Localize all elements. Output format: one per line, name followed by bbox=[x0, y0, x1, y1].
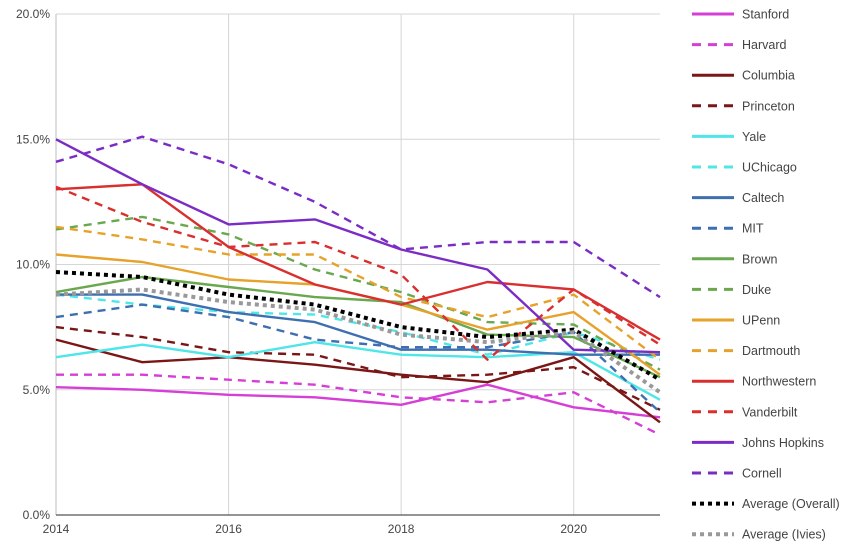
series-line-mit bbox=[55, 303, 661, 414]
x-tick-label: 2020 bbox=[560, 522, 587, 536]
legend-item-mit: MIT bbox=[692, 222, 764, 236]
series-line-northwestern bbox=[55, 183, 661, 341]
legend-label: UChicago bbox=[742, 161, 797, 175]
legend-item-caltech: Caltech bbox=[692, 191, 784, 205]
series-line-harvard bbox=[56, 373, 661, 436]
legend-item-brown: Brown bbox=[692, 252, 777, 266]
legend-item-johns-hopkins: Johns Hopkins bbox=[692, 436, 824, 450]
series-line-duke bbox=[55, 215, 661, 371]
legend-label: Columbia bbox=[742, 69, 795, 83]
legend-label: Johns Hopkins bbox=[742, 436, 824, 450]
y-tick-label: 10.0% bbox=[16, 258, 50, 272]
y-tick-label: 0.0% bbox=[23, 508, 51, 522]
series-line-johns-hopkins bbox=[55, 138, 661, 354]
legend-item-yale: Yale bbox=[692, 130, 766, 144]
series-line-princeton bbox=[55, 325, 661, 411]
legend-label: Duke bbox=[742, 283, 771, 297]
legend-item-princeton: Princeton bbox=[692, 99, 795, 113]
legend-item-upenn: UPenn bbox=[692, 314, 780, 328]
legend-item-harvard: Harvard bbox=[692, 38, 787, 52]
legend-label: Brown bbox=[742, 252, 777, 266]
series-line-dartmouth bbox=[55, 225, 661, 361]
y-tick-label: 15.0% bbox=[16, 132, 50, 146]
legend-item-dartmouth: Dartmouth bbox=[692, 344, 800, 358]
legend-item-uchicago: UChicago bbox=[692, 161, 797, 175]
legend-label: Vanderbilt bbox=[742, 405, 798, 419]
legend-label: Princeton bbox=[742, 99, 795, 113]
series-line-cornell bbox=[55, 135, 661, 299]
legend-label: Cornell bbox=[742, 467, 782, 481]
legend-label: UPenn bbox=[742, 314, 780, 328]
legend-item-columbia: Columbia bbox=[692, 69, 795, 83]
series-line-vanderbilt bbox=[55, 185, 661, 361]
legend-label: MIT bbox=[742, 222, 764, 236]
legend-item-northwestern: Northwestern bbox=[692, 375, 816, 389]
legend-item-cornell: Cornell bbox=[692, 467, 782, 481]
legend-label: Average (Ivies) bbox=[742, 528, 826, 542]
y-tick-label: 20.0% bbox=[16, 7, 50, 21]
x-tick-label: 2016 bbox=[215, 522, 242, 536]
series-line-columbia bbox=[55, 338, 661, 424]
legend-label: Dartmouth bbox=[742, 344, 800, 358]
y-tick-label: 5.0% bbox=[23, 383, 51, 397]
legend-item-average-overall: Average (Overall) bbox=[692, 497, 840, 511]
series-line-average-overall bbox=[55, 270, 662, 382]
legend-label: Harvard bbox=[742, 38, 787, 52]
x-tick-label: 2014 bbox=[43, 522, 70, 536]
gridlines bbox=[55, 13, 660, 516]
legend-label: Caltech bbox=[742, 191, 784, 205]
legend-item-vanderbilt: Vanderbilt bbox=[692, 405, 798, 419]
legend-item-duke: Duke bbox=[692, 283, 771, 297]
series-line-average-ivies bbox=[55, 287, 662, 394]
x-axis-ticks: 2014 2016 2018 2020 bbox=[43, 522, 588, 536]
legend-label: Average (Overall) bbox=[742, 497, 840, 511]
series-line-stanford bbox=[55, 383, 661, 419]
x-tick-label: 2018 bbox=[388, 522, 415, 536]
legend-label: Northwestern bbox=[742, 375, 816, 389]
legend-item-stanford: Stanford bbox=[692, 8, 789, 22]
series-line-caltech bbox=[56, 293, 660, 356]
y-axis-ticks: 0.0% 5.0% 10.0% 15.0% 20.0% bbox=[16, 7, 50, 522]
series-lines bbox=[55, 135, 662, 436]
legend-item-average-ivies: Average (Ivies) bbox=[692, 528, 826, 542]
legend: Stanford Harvard Columbia Princeton Yale UChi… bbox=[692, 8, 840, 542]
legend-label: Stanford bbox=[742, 8, 789, 22]
legend-label: Yale bbox=[742, 130, 766, 144]
